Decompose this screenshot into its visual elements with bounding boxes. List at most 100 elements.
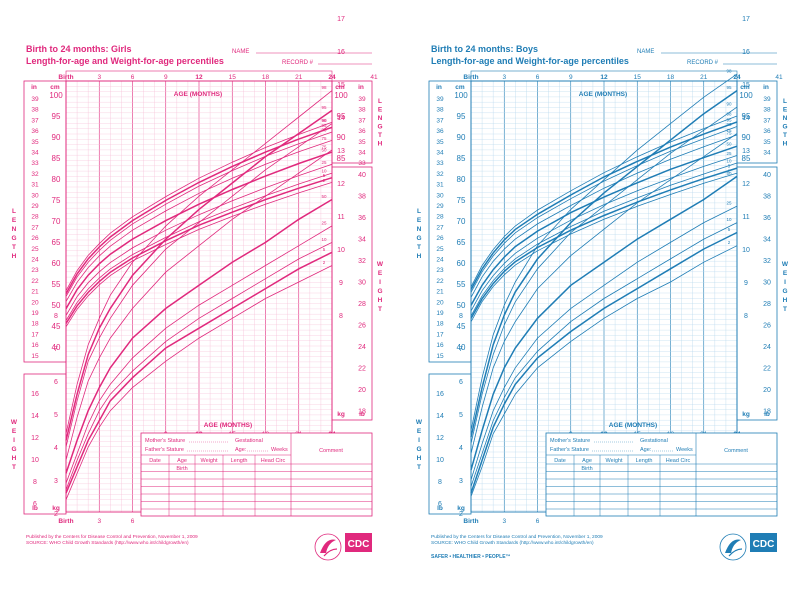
age-axis-title-middle: AGE (MONTHS) (204, 422, 252, 429)
weight-kg-tick-label-left: 4 (54, 445, 58, 452)
weight-kg-tick-label-right: 15 (742, 82, 750, 89)
length-inch-tick-label: 19 (436, 310, 444, 317)
length-axis-title-letter-right: G (782, 124, 787, 131)
table-column-header: Length (636, 458, 653, 464)
weight-lb-tick-label-right: 34 (763, 237, 771, 244)
fathers-stature-label: Father's Stature (145, 447, 184, 453)
lb-unit-label-right: lb (764, 411, 770, 418)
length-axis-title-letter: N (12, 226, 17, 233)
weight-kg-tick-label-left: 4 (459, 445, 463, 452)
weight-kg-tick-label-left: 6 (54, 379, 58, 386)
weight-percentile-label: 98 (321, 85, 327, 90)
length-axis-title-letter-right: N (783, 115, 788, 122)
length-inch-tick-label: 32 (31, 171, 39, 178)
length-inch-tick-label: 23 (31, 267, 39, 274)
length-inch-tick-label: 38 (31, 107, 39, 114)
weight-percentile-curve-95 (470, 89, 738, 438)
weight-axis-title-letter-right: G (782, 288, 787, 295)
weight-kg-tick-label-right: 16 (337, 49, 345, 56)
length-percentile-curve-50 (65, 151, 333, 310)
length-percentile-label: 50 (726, 142, 732, 147)
age-tick-label-top: 18 (262, 74, 270, 81)
weight-lb-tick-label-left: 8 (438, 479, 442, 486)
weight-lb-tick-label-right: 38 (763, 194, 771, 201)
weight-lb-tick-label-right: 18 (358, 409, 366, 416)
length-percentile-curve-95 (470, 121, 738, 290)
length-cm-tick-label: 85 (52, 154, 61, 163)
length-cm-tick-label-right: 90 (742, 133, 751, 142)
weight-kg-tick-label-left: 8 (459, 313, 463, 320)
weight-axis-title-letter-left: I (418, 437, 420, 444)
length-cm-tick-label: 45 (52, 322, 61, 331)
length-cm-tick-label: 95 (457, 112, 466, 121)
age-tick-label-top: 6 (536, 74, 540, 81)
weight-axis-title-letter-left: T (417, 464, 421, 471)
weight-percentile-curve-5 (65, 251, 333, 494)
weight-kg-tick-label-right: 12 (337, 181, 345, 188)
length-percentile-label: 5 (728, 164, 731, 169)
gestational-label: Gestational (235, 438, 263, 444)
weight-lb-tick-label-right: 40 (763, 172, 771, 179)
length-cm-tick-label: 70 (52, 217, 61, 226)
weight-lb-tick-label-right: 26 (763, 323, 771, 330)
length-percentile-label: 50 (321, 148, 327, 153)
cm-unit-label: cm (455, 84, 465, 91)
weight-percentile-label: 25 (726, 201, 732, 206)
chart-title: Birth to 24 months: Boys (431, 44, 538, 54)
length-axis-title-letter-right: E (783, 107, 788, 114)
age-axis-title-top: AGE (MONTHS) (579, 91, 627, 98)
weight-lb-tick-label-right: 20 (763, 387, 771, 394)
record-table (140, 432, 373, 517)
length-inch-tick-label: 22 (31, 278, 39, 285)
kg-unit-label-left: kg (52, 505, 60, 512)
length-cm-tick-label-right: 85 (742, 154, 751, 163)
length-axis-title-letter: E (12, 217, 17, 224)
length-inch-tick-label: 21 (436, 289, 444, 296)
length-cm-tick-label: 60 (457, 259, 466, 268)
age-tick-label-bottom: 3 (97, 518, 101, 525)
length-axis-title-letter-right: L (783, 98, 787, 105)
length-inch-tick-label: 37 (31, 117, 39, 124)
birth-tick-label-bottom: Birth (463, 518, 478, 525)
kg-unit-label-left: kg (457, 505, 465, 512)
length-axis-title-letter: N (417, 226, 422, 233)
weight-kg-tick-label-right: 13 (337, 148, 345, 155)
weight-axis-title-letter-left: W (11, 419, 18, 426)
length-inch-tick-label: 32 (436, 171, 444, 178)
safer-healthier-people-tagline: SAFER • HEALTHIER • PEOPLE™ (431, 554, 511, 560)
length-percentile-label: 95 (321, 123, 327, 128)
weight-kg-tick-label-right: 15 (337, 82, 345, 89)
weight-lb-tick-label-left: 8 (33, 479, 37, 486)
age-tick-label-top: 6 (131, 74, 135, 81)
weight-lb-tick-label-left: 10 (31, 457, 39, 464)
in-unit-label-right: in (763, 84, 769, 91)
weight-lb-tick-label-right: 18 (763, 409, 771, 416)
weight-right-scale-frame (736, 166, 778, 421)
length-percentile-label: 75 (726, 130, 732, 135)
record-label: RECORD # (282, 60, 314, 66)
length-axis-title-letter: L (417, 208, 421, 215)
length-percentile-curve-2 (470, 172, 738, 322)
length-inch-tick-label: 17 (31, 331, 39, 338)
weight-lb-tick-label-right: 34 (358, 237, 366, 244)
weight-percentile-curve-10 (470, 222, 738, 487)
weight-percentile-curve-75 (65, 149, 333, 461)
weight-kg-tick-label-left: 5 (54, 412, 58, 419)
length-inch-tick-label: 36 (31, 128, 39, 135)
weight-percentile-label: 95 (726, 85, 732, 90)
weight-axis-title-letter-right: E (378, 270, 383, 277)
boys-growth-chart: Birth to 24 months: Boys Length-for-age a… (416, 16, 789, 561)
length-percentile-label: 2 (728, 169, 731, 174)
weight-axis-title-letter-right: I (784, 279, 786, 286)
length-percentile-curve-50 (470, 145, 738, 306)
weight-axis-title-letter-right: W (377, 261, 384, 268)
length-cm-tick-label: 100 (49, 91, 63, 100)
length-inch-tick-label: 35 (436, 139, 444, 146)
length-cm-tick-label: 90 (457, 133, 466, 142)
length-cm-tick-label: 80 (52, 175, 61, 184)
length-percentile-label: 25 (321, 160, 327, 165)
length-inch-tick-label: 17 (436, 331, 444, 338)
length-inch-tick-label: 23 (436, 267, 444, 274)
length-percentile-curve-2 (65, 182, 333, 328)
